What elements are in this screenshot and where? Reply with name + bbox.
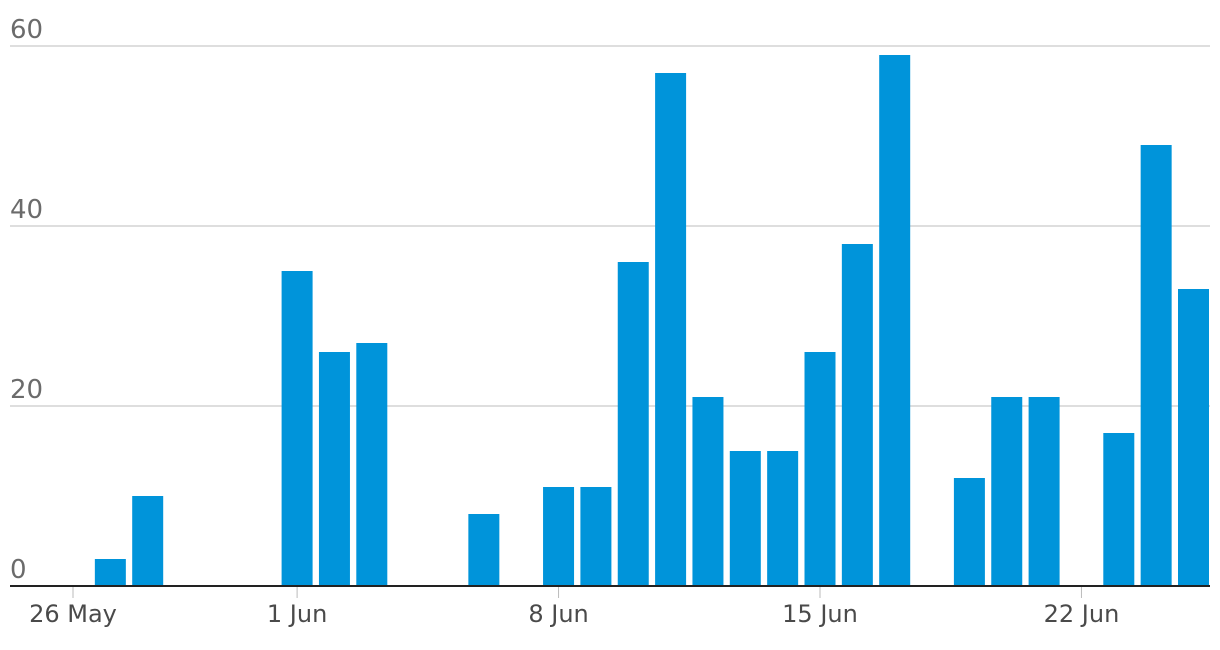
y-tick-label: 60 (10, 15, 43, 45)
bar-12-jun (692, 397, 724, 586)
bar-14-jun (767, 451, 799, 586)
bar-6-jun (468, 514, 500, 586)
y-tick-label: 40 (10, 195, 43, 225)
bars (94, 55, 1209, 586)
x-tick-label: 15 Jun (782, 600, 858, 628)
bar-10-jun (617, 262, 649, 586)
bar-20-jun (991, 397, 1023, 586)
gridlines (10, 45, 1210, 407)
bar-25-jun (1178, 289, 1209, 586)
x-tick-label: 26 May (29, 600, 117, 628)
x-tick-label: 8 Jun (528, 600, 588, 628)
bar-24-jun (1140, 145, 1172, 586)
bar-8-jun (543, 487, 575, 586)
bar-17-jun (879, 55, 911, 586)
bar-27-may (94, 559, 126, 586)
x-tick-label: 1 Jun (267, 600, 327, 628)
bar-13-jun (729, 451, 761, 586)
y-axis-ticks: 0 20 40 60 (10, 15, 43, 585)
bar-19-jun (953, 478, 985, 586)
bar-15-jun (804, 352, 836, 586)
bar-11-jun (655, 73, 687, 586)
bar-16-jun (841, 244, 873, 586)
bar-3-jun (356, 343, 388, 586)
x-axis: 26 May 1 Jun 8 Jun 15 Jun 22 Jun (10, 585, 1210, 628)
y-tick-label: 20 (10, 375, 43, 405)
bar-21-jun (1028, 397, 1060, 586)
bar-23-jun (1103, 433, 1135, 586)
y-tick-label: 0 (10, 555, 27, 585)
x-tick-label: 22 Jun (1044, 600, 1120, 628)
bar-9-jun (580, 487, 612, 586)
bar-2-jun (318, 352, 350, 586)
bar-28-may (132, 496, 164, 586)
bar-1-jun (281, 271, 313, 586)
